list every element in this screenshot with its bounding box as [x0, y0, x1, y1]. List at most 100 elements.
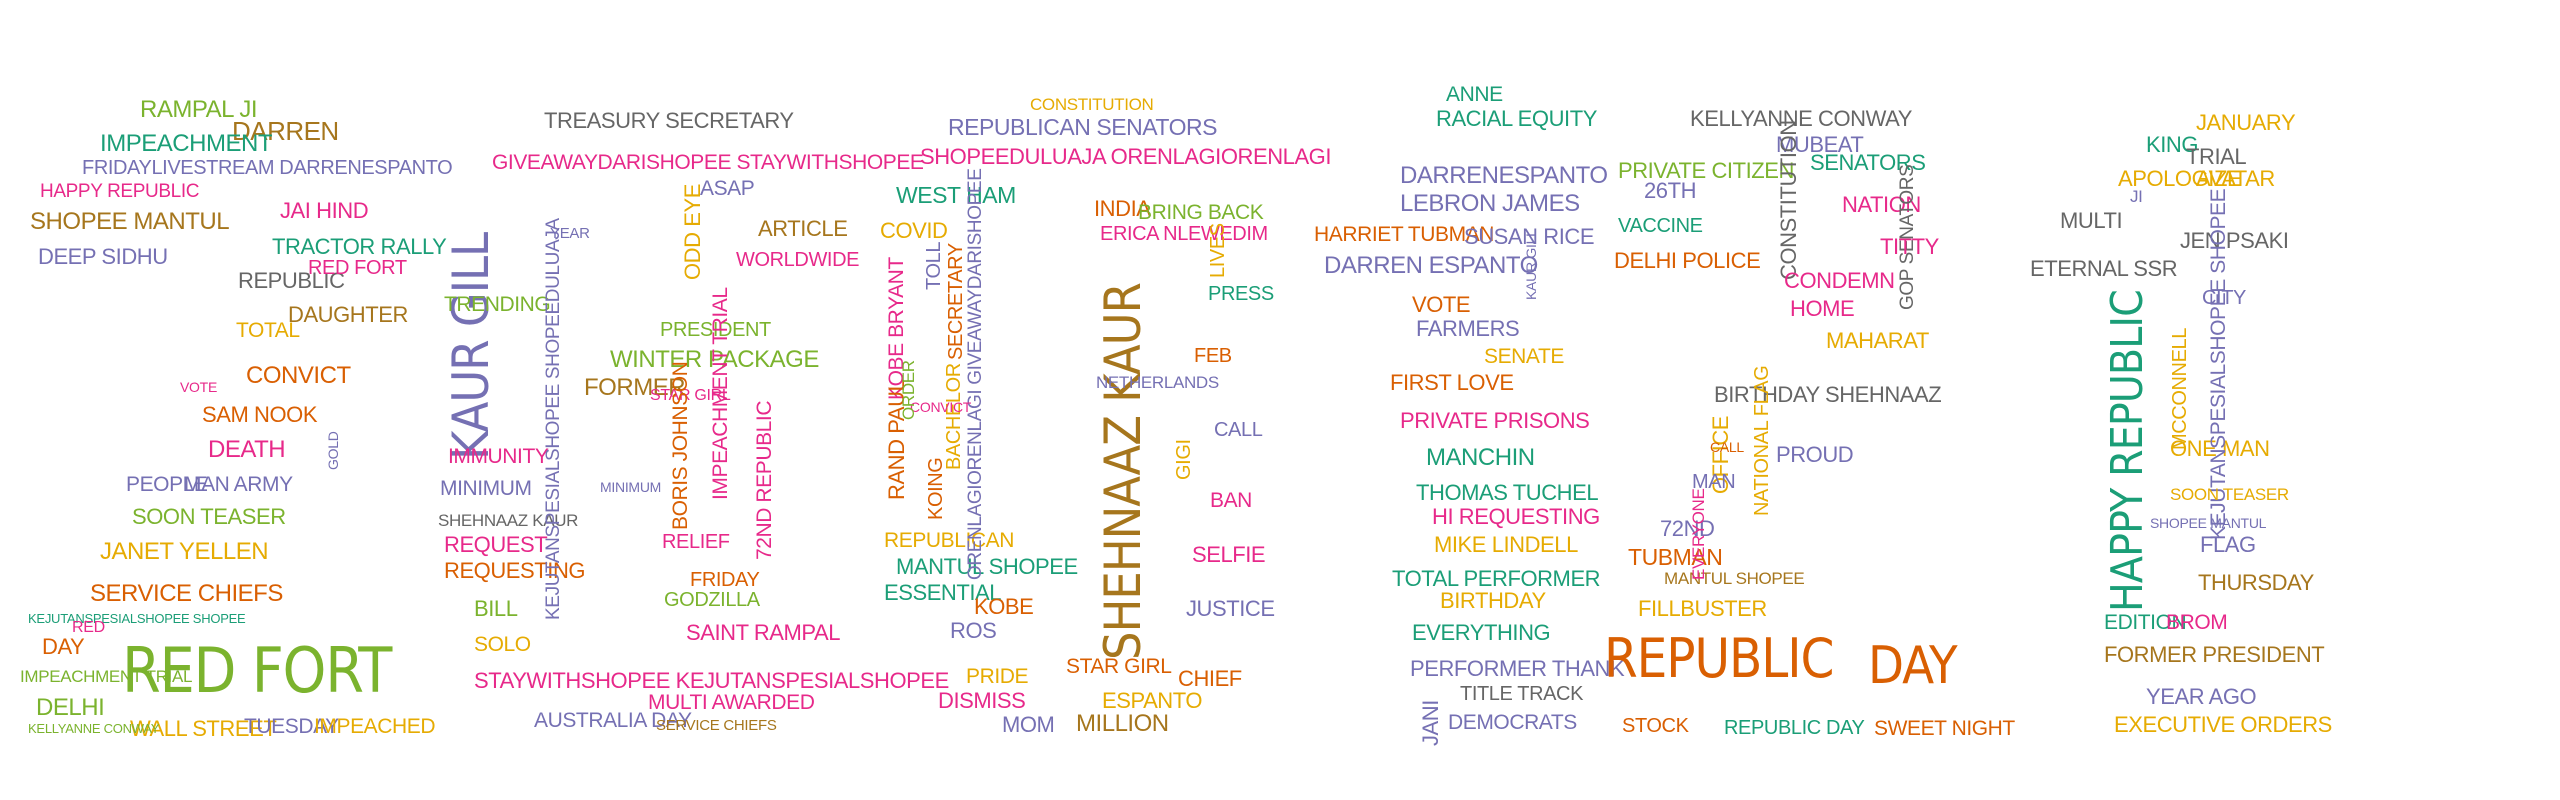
cloud-word: KAUR GILL [442, 232, 500, 460]
cloud-word: TITTY [1880, 234, 1939, 259]
cloud-word: REPUBLIC [238, 268, 345, 293]
cloud-word: LEBRON JAMES [1400, 190, 1580, 217]
cloud-word: GIVEAWAYDARISHOPEE STAYWITHSHOPEE [492, 151, 924, 174]
cloud-word: TRACTOR RALLY [272, 234, 447, 259]
cloud-word: BACHELOR [943, 363, 965, 470]
cloud-word: DEEP SIDHU [38, 244, 168, 269]
cloud-word: GODZILLA [664, 589, 760, 611]
cloud-word: TREASURY SECRETARY [544, 108, 794, 133]
cloud-word: PRIDE [966, 665, 1029, 688]
cloud-word: NATIONAL FLAG [1751, 365, 1773, 516]
cloud-word: NATION [1842, 192, 1921, 217]
cloud-word: CONSTITUTION [1776, 120, 1801, 280]
cloud-word: PROUD [1776, 442, 1854, 467]
cloud-word: DARREN [232, 116, 339, 146]
cloud-word: STAR GIRL [1066, 655, 1172, 678]
cloud-word: FILLBUSTER [1638, 596, 1767, 621]
cloud-word: KEJUTANSPESIALSHOPEE SHOPEE [28, 611, 246, 626]
cloud-word: GOLD [325, 431, 341, 470]
cloud-word: MANTUL SHOPEE [1664, 569, 1805, 588]
cloud-word: 72ND [1660, 516, 1715, 541]
cloud-word: HAPPY REPUBLIC [2102, 290, 2153, 612]
cloud-word: TITLE TRACK [1460, 683, 1584, 705]
cloud-word: REPUBLICAN SENATORS [948, 114, 1218, 140]
cloud-word: SHOPEEDULUAJA ORENLAGIORENLAGI [920, 144, 1332, 169]
cloud-word: GIGI [1173, 439, 1195, 480]
cloud-word: MULTI AWARDED [648, 691, 815, 714]
cloud-word: THURSDAY [2198, 570, 2314, 595]
cloud-word: ROS [950, 618, 997, 643]
cloud-word: MCCONNELL [2169, 328, 2191, 450]
cloud-word: BIRTHDAY [1440, 588, 1546, 613]
cloud-word: MIKE LINDELL [1434, 532, 1578, 557]
cloud-word: STAR GIRL [650, 387, 731, 404]
cloud-word: JUSTICE [1186, 596, 1275, 621]
cloud-word: KOBE [974, 594, 1034, 619]
cloud-word: ORENLAGIORENLAGI GIVEAWAYDARISHOPEE [965, 168, 986, 580]
cloud-word: DELHI [36, 694, 105, 721]
cloud-word: SWEET NIGHT [1874, 717, 2015, 740]
cloud-word: ESPANTO [1102, 688, 1203, 713]
cloud-word: ONE MAN [2170, 436, 2270, 461]
cloud-word: IMPEACHMENT TRIAL [20, 667, 193, 686]
cloud-word: WALL STREET [130, 716, 277, 741]
cloud-word: DEMOCRATS [1448, 711, 1577, 734]
cloud-word: MILLION [1076, 710, 1169, 737]
cloud-word: JANET YELLEN [100, 538, 269, 565]
cloud-word: PRIVATE PRISONS [1400, 408, 1590, 433]
cloud-word: TOLL [923, 241, 945, 290]
cloud-word: TUBMAN [1628, 544, 1723, 570]
cloud-word: KING [2146, 132, 2199, 157]
cloud-word: EXECUTIVE ORDERS [2114, 712, 2332, 737]
cloud-word: WINTER PACKAGE [610, 346, 819, 373]
cloud-word: TOTAL PERFORMER [1392, 566, 1601, 591]
cloud-word: MOM [1002, 712, 1055, 737]
cloud-word: RACIAL EQUITY [1436, 106, 1597, 131]
cloud-word: FRIDAY [690, 569, 760, 591]
cloud-word: THOMAS TUCHEL [1416, 480, 1599, 505]
cloud-word: ODD EYE [680, 184, 705, 280]
cloud-word: MANTUL SHOPEE [896, 554, 1078, 579]
cloud-word: EDITION [2104, 611, 2187, 634]
cloud-word: FIRST LOVE [1390, 370, 1514, 395]
cloud-word: ASAP [700, 177, 755, 200]
cloud-word: CALL [1214, 419, 1263, 441]
cloud-word: CONVICT [246, 362, 351, 389]
cloud-word: SHOPEE MANTUL [2150, 515, 2267, 531]
cloud-word: BORIS JOHNSON [669, 361, 692, 530]
cloud-word: EVERYONE [1689, 488, 1708, 580]
cloud-word: SHEHNAAZ KAUR [1094, 283, 1152, 660]
cloud-word: DEATH [208, 436, 286, 463]
cloud-word: EVERYTHING [1412, 620, 1551, 645]
cloud-word: YEAR AGO [2146, 684, 2257, 709]
cloud-word: SAM NOOK [202, 402, 318, 427]
cloud-word: AVATAR [2196, 166, 2275, 191]
cloud-word: LIVES [1207, 223, 1229, 278]
cloud-word: NETHERLANDS [1096, 373, 1219, 392]
cloud-word: DELHI POLICE [1614, 248, 1761, 273]
cloud-word: HAPPY REPUBLIC [40, 181, 200, 202]
cloud-word: REPUBLIC DAY [1724, 717, 1865, 739]
cloud-word: DISMISS [938, 688, 1026, 713]
cloud-word: DAY [1868, 636, 1958, 696]
cloud-word: RED FORT [122, 634, 392, 707]
cloud-word: SOON TEASER [132, 504, 286, 529]
cloud-word: SELFIE [1192, 542, 1266, 567]
cloud-word: IMPEACHED [314, 715, 436, 738]
cloud-word: CONVICT [910, 399, 972, 415]
cloud-word: MAN [1692, 471, 1736, 493]
cloud-word: SHOPEE MANTUL [30, 208, 230, 235]
cloud-word: HI REQUESTING [1432, 504, 1600, 529]
cloud-word: SECRETARY [945, 243, 967, 360]
cloud-word: STOCK [1622, 715, 1689, 737]
cloud-word: PERFORMER THANK [1410, 656, 1625, 681]
cloud-word: 26TH [1644, 178, 1697, 203]
cloud-word: CALL [1710, 439, 1744, 455]
cloud-word: MAN ARMY [184, 473, 293, 496]
cloud-word: APOLOGIZE [2118, 166, 2242, 191]
cloud-word: KAUR GILL [1523, 229, 1539, 300]
cloud-word: INDIA [1094, 196, 1151, 221]
cloud-word: RED FORT [308, 257, 407, 279]
cloud-word: DAUGHTER [288, 302, 408, 327]
